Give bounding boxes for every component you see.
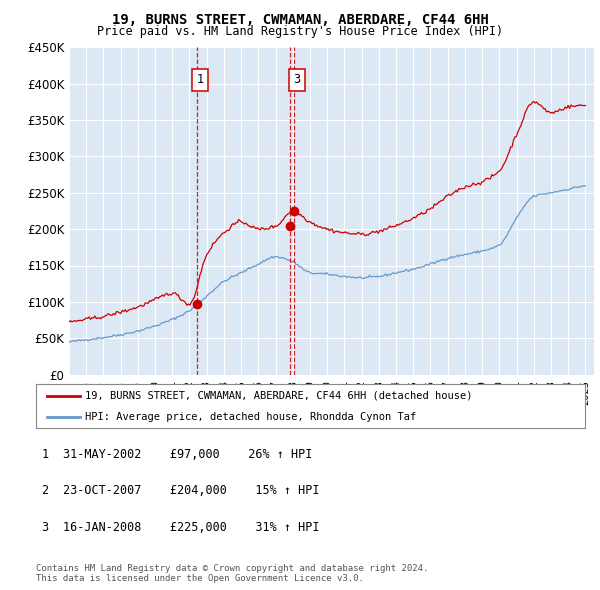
Text: Contains HM Land Registry data © Crown copyright and database right 2024.
This d: Contains HM Land Registry data © Crown c… bbox=[36, 563, 428, 583]
Text: 2: 2 bbox=[41, 484, 49, 497]
Text: 1: 1 bbox=[197, 73, 204, 87]
Text: Price paid vs. HM Land Registry's House Price Index (HPI): Price paid vs. HM Land Registry's House … bbox=[97, 25, 503, 38]
Text: 19, BURNS STREET, CWMAMAN, ABERDARE, CF44 6HH (detached house): 19, BURNS STREET, CWMAMAN, ABERDARE, CF4… bbox=[85, 391, 473, 401]
Text: 31-MAY-2002    £97,000    26% ↑ HPI: 31-MAY-2002 £97,000 26% ↑ HPI bbox=[63, 448, 313, 461]
Text: 3: 3 bbox=[41, 521, 49, 534]
Text: 19, BURNS STREET, CWMAMAN, ABERDARE, CF44 6HH: 19, BURNS STREET, CWMAMAN, ABERDARE, CF4… bbox=[112, 13, 488, 27]
Text: 1: 1 bbox=[41, 448, 49, 461]
Text: 23-OCT-2007    £204,000    15% ↑ HPI: 23-OCT-2007 £204,000 15% ↑ HPI bbox=[63, 484, 320, 497]
Text: 3: 3 bbox=[293, 73, 301, 87]
Text: 16-JAN-2008    £225,000    31% ↑ HPI: 16-JAN-2008 £225,000 31% ↑ HPI bbox=[63, 521, 320, 534]
Text: HPI: Average price, detached house, Rhondda Cynon Taf: HPI: Average price, detached house, Rhon… bbox=[85, 412, 416, 422]
